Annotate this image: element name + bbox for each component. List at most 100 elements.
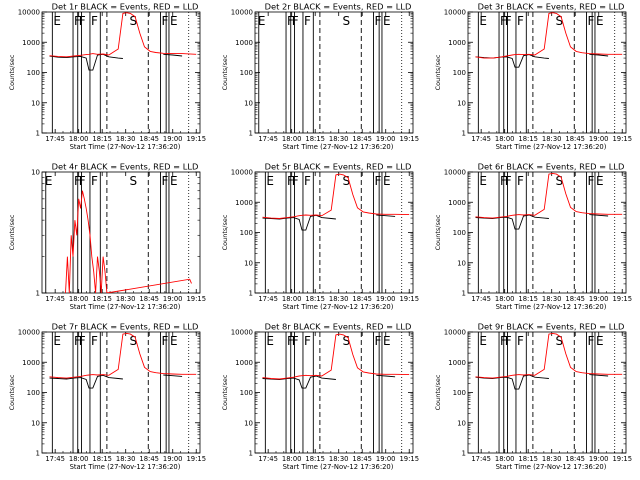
interval-annotation: E	[479, 334, 487, 348]
plot-frame	[254, 11, 414, 134]
x-tick-label: 18:45	[352, 135, 372, 143]
interval-annotation: E	[45, 174, 53, 188]
panel-chart-svg: Det 8r BLACK = Events, RED = LLD Counts/s…	[221, 322, 419, 472]
x-axis-label: Start Time (27-Nov-12 17:36:20)	[496, 303, 607, 311]
x-tick-label: 19:15	[186, 295, 206, 303]
x-tick-label: 17:45	[45, 295, 65, 303]
x-tick-label: 18:45	[565, 135, 585, 143]
interval-annotation: E	[170, 14, 178, 28]
interval-annotation: E	[266, 174, 274, 188]
interval-annotation: F	[588, 334, 595, 348]
x-axis-label: Start Time (27-Nov-12 17:36:20)	[496, 143, 607, 151]
interval-annotation: F	[287, 334, 294, 348]
interval-annotation: S	[343, 334, 351, 348]
y-tick-label: 100	[27, 389, 40, 397]
x-tick-label: 19:15	[399, 135, 419, 143]
y-tick-label: 1	[36, 130, 40, 138]
y-tick-label: 1000	[22, 359, 40, 367]
chart-title: Det 2r BLACK = Events, RED = LLD	[265, 2, 412, 12]
x-tick-label: 18:00	[69, 455, 89, 463]
y-tick-label: 1000	[448, 39, 466, 47]
series-events-line	[262, 374, 396, 389]
panel-chart-svg: Det 4r BLACK = Events, RED = LLD Counts/s…	[8, 162, 206, 312]
x-axis-label: Start Time (27-Nov-12 17:36:20)	[283, 463, 394, 471]
panel-chart-svg: Det 9r BLACK = Events, RED = LLD Counts/s…	[434, 322, 632, 472]
series-events-line	[475, 214, 609, 230]
x-tick-label: 19:00	[376, 455, 396, 463]
x-tick-label: 19:00	[376, 295, 396, 303]
y-tick-label: 10	[457, 259, 466, 267]
y-tick-label: 10000	[18, 329, 40, 337]
panel-chart-svg: Det 5r BLACK = Events, RED = LLD Counts/s…	[221, 162, 419, 312]
x-tick-label: 18:00	[69, 135, 89, 143]
interval-annotation: F	[517, 334, 524, 348]
detector-panel-5: Det 5r BLACK = Events, RED = LLD Counts/s…	[213, 160, 426, 320]
y-tick-label: 10000	[231, 169, 253, 177]
interval-annotation: E	[53, 334, 61, 348]
interval-annotation: F	[79, 334, 86, 348]
interval-annotation: F	[588, 174, 595, 188]
y-tick-label: 10	[31, 419, 40, 427]
interval-annotation: F	[505, 334, 512, 348]
x-tick-label: 18:15	[305, 455, 325, 463]
x-tick-label: 19:00	[163, 295, 183, 303]
interval-annotation: F	[500, 14, 507, 28]
x-tick-label: 18:45	[565, 455, 585, 463]
interval-annotation: S	[130, 174, 138, 188]
x-tick-label: 18:30	[542, 135, 562, 143]
y-axis-label: Counts/sec	[8, 374, 16, 410]
panel-chart-svg: Det 7r BLACK = Events, RED = LLD Counts/s…	[8, 322, 206, 472]
y-tick-label: 100	[240, 389, 253, 397]
interval-annotation: E	[479, 14, 487, 28]
interval-annotation: E	[479, 174, 487, 188]
x-tick-label: 17:45	[258, 455, 278, 463]
x-tick-label: 18:30	[116, 295, 136, 303]
chart-title: Det 5r BLACK = Events, RED = LLD	[265, 162, 412, 172]
y-tick-label: 100	[453, 69, 466, 77]
interval-annotation: E	[258, 14, 266, 28]
x-tick-label: 19:00	[163, 455, 183, 463]
y-tick-label: 1	[462, 130, 466, 138]
interval-annotation: F	[287, 14, 294, 28]
interval-annotation: E	[53, 14, 61, 28]
y-tick-label: 10000	[231, 9, 253, 17]
interval-annotation: E	[266, 334, 274, 348]
series-events-line	[49, 53, 183, 71]
y-tick-label: 10000	[18, 9, 40, 17]
x-tick-label: 18:30	[542, 455, 562, 463]
interval-annotation: E	[596, 334, 604, 348]
x-tick-label: 17:45	[45, 455, 65, 463]
x-tick-label: 18:00	[495, 455, 515, 463]
y-tick-label: 10000	[444, 329, 466, 337]
x-tick-label: 18:30	[542, 295, 562, 303]
interval-annotation: F	[79, 174, 86, 188]
x-tick-label: 18:45	[352, 295, 372, 303]
x-tick-label: 18:00	[495, 135, 515, 143]
x-tick-label: 18:15	[92, 295, 112, 303]
series-lld-line	[65, 190, 192, 293]
interval-annotation: F	[505, 14, 512, 28]
y-axis-label: Counts/sec	[221, 374, 229, 410]
x-tick-label: 18:15	[518, 455, 538, 463]
series-lld-line	[475, 172, 623, 219]
interval-annotation: S	[556, 174, 564, 188]
series-lld-line	[49, 332, 197, 379]
y-tick-label: 1000	[448, 199, 466, 207]
y-tick-label: 1	[462, 290, 466, 298]
x-axis-label: Start Time (27-Nov-12 17:36:20)	[70, 143, 181, 151]
y-tick-label: 100	[240, 69, 253, 77]
x-tick-label: 19:15	[186, 455, 206, 463]
y-tick-label: 10	[457, 99, 466, 107]
y-tick-label: 100	[27, 69, 40, 77]
interval-annotation: F	[162, 174, 169, 188]
y-axis-label: Counts/sec	[434, 54, 442, 90]
interval-annotation: S	[130, 14, 138, 28]
y-axis-label: Counts/sec	[221, 54, 229, 90]
x-tick-label: 18:00	[69, 295, 89, 303]
chart-title: Det 1r BLACK = Events, RED = LLD	[52, 2, 199, 12]
interval-annotation: F	[375, 334, 382, 348]
detector-panel-4: Det 4r BLACK = Events, RED = LLD Counts/s…	[0, 160, 213, 320]
x-tick-label: 17:45	[471, 295, 491, 303]
y-tick-label: 1	[462, 450, 466, 458]
y-axis-label: Counts/sec	[434, 214, 442, 250]
